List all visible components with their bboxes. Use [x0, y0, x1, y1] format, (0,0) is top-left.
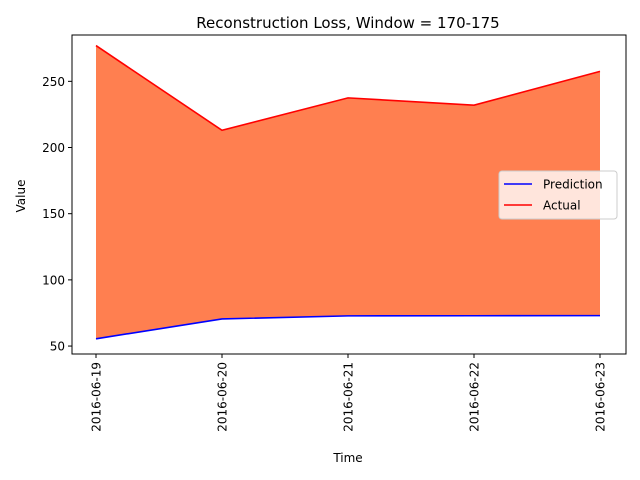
x-tick-label: 2016-06-19 — [90, 362, 104, 432]
legend-label-prediction: Prediction — [543, 178, 603, 192]
y-tick-label: 100 — [42, 273, 65, 287]
legend: Prediction Actual — [498, 170, 618, 220]
plot-area — [71, 34, 627, 355]
plot-frame — [71, 34, 627, 355]
y-tick-label: 50 — [50, 340, 65, 354]
y-axis-label: Value — [14, 180, 28, 213]
y-tick-label: 150 — [42, 207, 65, 221]
series-line-actual — [95, 44, 601, 132]
series-line-prediction — [95, 314, 601, 340]
x-axis-label: Time — [332, 451, 362, 465]
chart-title: Reconstruction Loss, Window = 170-175 — [196, 14, 499, 32]
area-fill-region — [96, 45, 600, 339]
x-tick-label: 2016-06-22 — [468, 362, 482, 432]
x-tick-label: 2016-06-23 — [594, 362, 608, 432]
area-fill-layer — [96, 45, 600, 339]
series-lines — [95, 44, 601, 340]
x-tick-label: 2016-06-20 — [216, 362, 230, 432]
legend-label-actual: Actual — [543, 199, 581, 213]
x-tick-label: 2016-06-21 — [342, 362, 356, 432]
y-axis: 50 100 150 200 250 — [42, 75, 72, 354]
x-axis: 2016-06-19 2016-06-20 2016-06-21 2016-06-22… — [90, 354, 608, 432]
legend-box — [498, 170, 618, 220]
y-tick-label: 250 — [42, 75, 65, 89]
y-tick-label: 200 — [42, 141, 65, 155]
